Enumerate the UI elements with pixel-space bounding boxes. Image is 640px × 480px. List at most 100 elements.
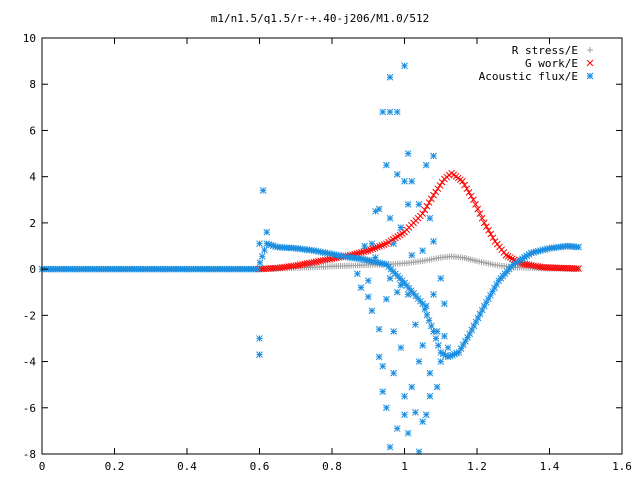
y-tick-label: 10 — [23, 32, 36, 45]
data-point — [383, 404, 390, 412]
data-point — [379, 362, 387, 370]
data-point — [390, 369, 397, 377]
data-point — [415, 358, 423, 365]
data-point — [263, 228, 271, 236]
data-point — [404, 150, 412, 157]
data-point — [432, 335, 440, 342]
data-point — [364, 277, 372, 285]
data-point — [465, 189, 473, 196]
x-tick-label: 1 — [401, 460, 408, 473]
data-point — [369, 245, 377, 253]
data-point — [444, 344, 452, 352]
y-tick-label: -8 — [23, 448, 36, 461]
data-point — [258, 253, 266, 260]
y-tick-label: 2 — [29, 217, 36, 230]
x-tick-label: 1.2 — [467, 460, 487, 473]
data-point — [375, 353, 383, 361]
y-tick-label: 4 — [29, 171, 36, 184]
data-point — [437, 275, 445, 282]
data-point — [390, 328, 397, 335]
data-point — [401, 62, 408, 70]
x-tick-label: 1.4 — [540, 460, 560, 473]
x-tick-label: 0.6 — [250, 460, 270, 473]
data-point — [433, 328, 441, 335]
data-point — [472, 201, 479, 208]
data-point — [508, 255, 516, 263]
data-point — [430, 238, 437, 245]
legend-marker — [587, 47, 593, 53]
data-point — [386, 275, 394, 282]
data-point — [408, 177, 416, 185]
data-point — [412, 321, 419, 328]
y-tick-label: -4 — [23, 356, 37, 369]
x-tick-label: 0.4 — [177, 460, 197, 473]
data-point — [502, 251, 510, 259]
data-point — [383, 161, 390, 169]
data-point — [386, 443, 394, 451]
data-point — [379, 388, 387, 395]
data-point — [261, 246, 268, 254]
data-point — [419, 210, 426, 217]
data-point — [375, 205, 383, 213]
data-point — [432, 188, 440, 196]
series-r-stress-e — [256, 253, 582, 273]
data-point — [480, 219, 488, 227]
data-point — [368, 240, 376, 248]
data-point — [256, 335, 263, 342]
data-point — [463, 185, 471, 193]
data-point — [364, 293, 372, 301]
data-point — [470, 196, 477, 204]
data-point — [256, 351, 263, 358]
data-point — [573, 265, 580, 272]
data-point — [378, 242, 386, 249]
series-acoustic-flux-e — [38, 240, 582, 361]
data-point — [474, 205, 482, 213]
legend-marker — [586, 59, 594, 67]
data-point — [397, 281, 405, 289]
data-point — [371, 244, 379, 252]
data-point — [430, 291, 437, 298]
data-point — [478, 214, 486, 222]
data-point — [426, 369, 434, 377]
data-point — [368, 307, 376, 315]
data-point — [433, 383, 441, 391]
data-point — [427, 195, 435, 203]
data-point — [397, 224, 405, 231]
data-point — [375, 325, 383, 333]
data-point — [430, 152, 437, 160]
data-point — [259, 187, 267, 194]
data-point — [441, 300, 448, 308]
data-point — [362, 247, 370, 255]
data-point — [425, 317, 433, 324]
data-point — [483, 223, 490, 230]
x-tick-label: 1.6 — [612, 460, 632, 473]
x-tick-label: 0.2 — [105, 460, 125, 473]
data-point — [489, 234, 497, 242]
data-point — [379, 108, 387, 116]
data-point — [361, 242, 368, 250]
data-point — [404, 201, 412, 208]
data-point — [386, 214, 394, 222]
data-point — [397, 344, 405, 352]
data-point — [376, 242, 383, 250]
data-point — [393, 288, 401, 296]
data-point — [373, 243, 381, 251]
data-point — [415, 201, 423, 208]
data-point — [441, 332, 448, 340]
data-point — [422, 411, 430, 419]
data-point — [408, 251, 416, 259]
chart-title: m1/n1.5/q1.5/r-+.40-j206/M1.0/512 — [211, 12, 430, 25]
data-point — [383, 295, 390, 303]
plot-frame — [41, 37, 623, 455]
data-point — [393, 108, 401, 116]
legend-marker — [586, 72, 594, 80]
data-point — [386, 73, 394, 81]
y-tick-label: 8 — [29, 78, 36, 91]
legend-label: R stress/E — [512, 44, 578, 57]
data-point — [487, 230, 495, 238]
data-point — [425, 199, 433, 206]
data-point — [421, 206, 429, 214]
data-point — [423, 202, 431, 210]
data-point — [436, 182, 444, 189]
